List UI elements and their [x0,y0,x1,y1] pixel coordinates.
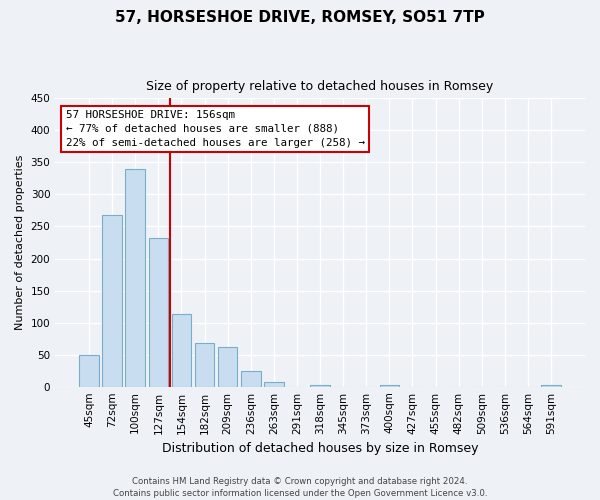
Bar [172,314,191,386]
Y-axis label: Number of detached properties: Number of detached properties [15,155,25,330]
Bar [149,238,168,386]
Title: Size of property relative to detached houses in Romsey: Size of property relative to detached ho… [146,80,494,93]
Bar [264,382,284,386]
Bar [195,343,214,386]
Bar [125,169,145,386]
Bar [103,215,122,386]
Bar [79,354,99,386]
Text: 57, HORSESHOE DRIVE, ROMSEY, SO51 7TP: 57, HORSESHOE DRIVE, ROMSEY, SO51 7TP [115,10,485,25]
Text: 57 HORSESHOE DRIVE: 156sqm
← 77% of detached houses are smaller (888)
22% of sem: 57 HORSESHOE DRIVE: 156sqm ← 77% of deta… [66,110,365,148]
Bar [218,347,238,387]
Bar [241,370,260,386]
X-axis label: Distribution of detached houses by size in Romsey: Distribution of detached houses by size … [162,442,478,455]
Text: Contains HM Land Registry data © Crown copyright and database right 2024.
Contai: Contains HM Land Registry data © Crown c… [113,476,487,498]
